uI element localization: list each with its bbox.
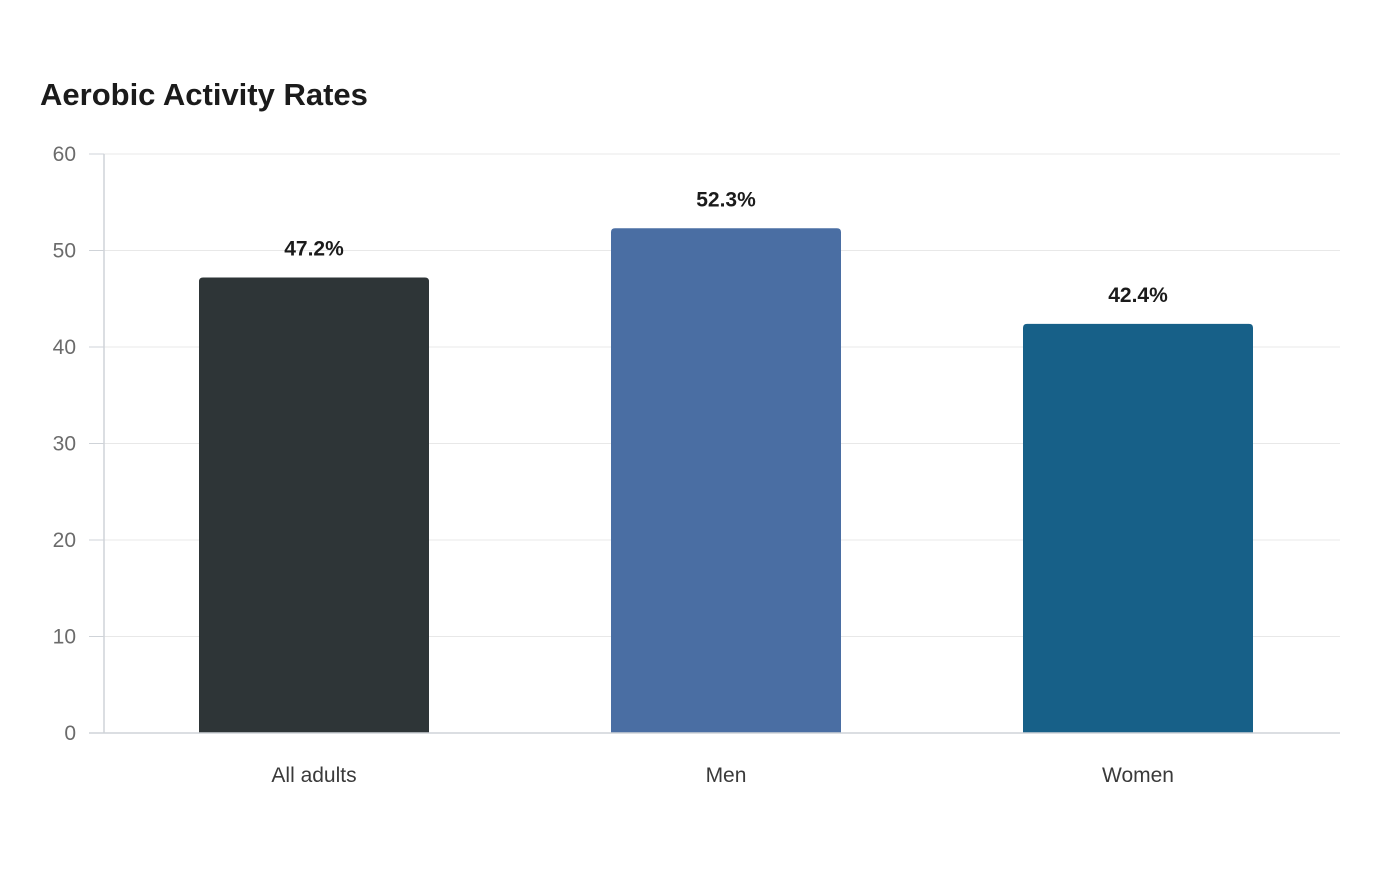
data-label-men: 52.3%: [696, 188, 756, 211]
bar-men[interactable]: [611, 228, 841, 733]
y-tick-label-40: 40: [53, 336, 76, 359]
axes: [89, 153, 1340, 734]
x-tick-label-all-adults: All adults: [271, 764, 356, 787]
bars: [199, 228, 1253, 733]
y-tick-label-10: 10: [53, 626, 76, 649]
x-tick-label-women: Women: [1102, 764, 1174, 787]
chart-title: Aerobic Activity Rates: [40, 77, 368, 112]
labels: 0 10 20 30 40 50 60 47.2% All adults 52.3% Men 42.4…: [53, 143, 1174, 787]
data-label-all-adults: 47.2%: [284, 238, 344, 261]
data-label-women: 42.4%: [1108, 284, 1168, 307]
y-tick-label-30: 30: [53, 433, 76, 456]
y-tick-label-60: 60: [53, 143, 76, 166]
bar-all-adults[interactable]: [199, 277, 429, 733]
y-tick-label-50: 50: [53, 240, 76, 263]
y-tick-label-20: 20: [53, 529, 76, 552]
x-tick-label-men: Men: [706, 764, 747, 787]
y-tick-label-0: 0: [64, 722, 76, 745]
bar-women[interactable]: [1023, 323, 1253, 733]
